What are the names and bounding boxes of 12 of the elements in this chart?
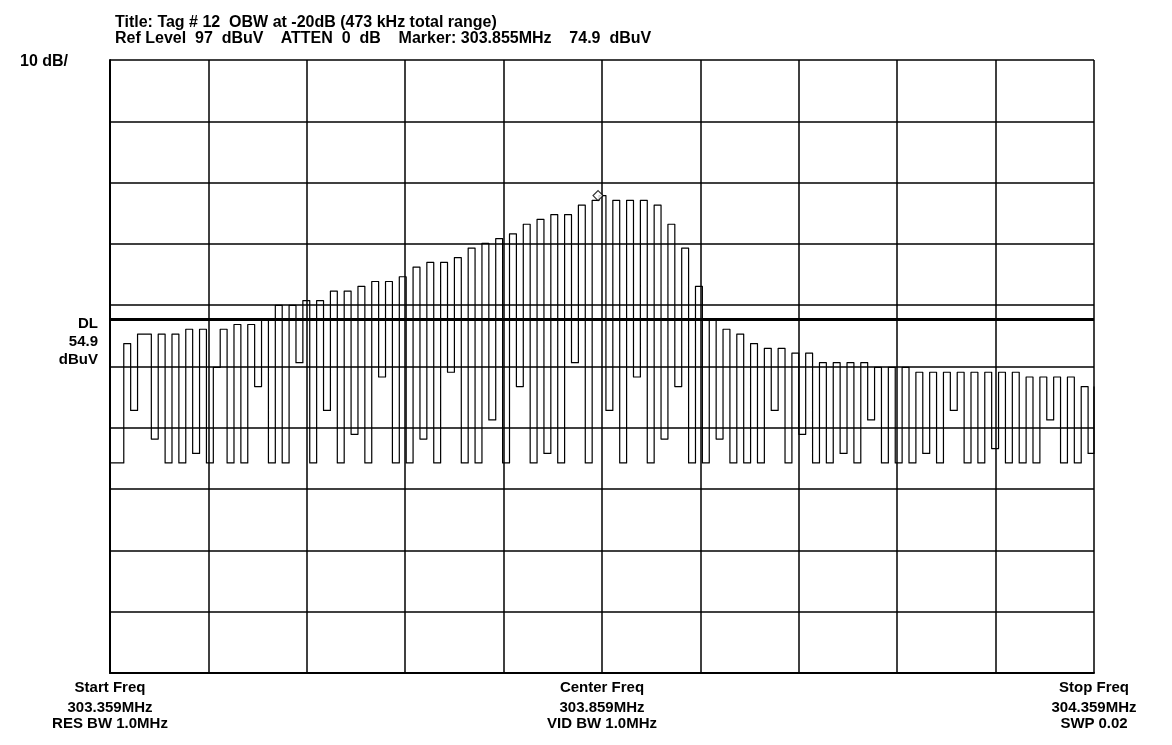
ref-line-label: DL 54.9 dBuV <box>58 314 98 368</box>
text: 10 dB/ <box>20 51 69 69</box>
text: Stop Freq <box>1059 678 1129 695</box>
text: Center Freq <box>559 678 645 695</box>
x-tick-label: 303.359MHz <box>67 697 153 715</box>
x-tick-label: 303.859MHz <box>559 697 645 715</box>
text: Start Freq <box>74 678 146 695</box>
text: RES BW 1.0MHz <box>52 714 168 731</box>
x-tick-label: 304.359MHz <box>1051 697 1137 715</box>
chart-title: Title: Tag # 12 OBW at -20dB (473 kHz total range) <box>115 12 497 30</box>
text: SWP 0.02 <box>1060 714 1128 731</box>
text: VID BW 1.0MHz <box>546 714 658 731</box>
